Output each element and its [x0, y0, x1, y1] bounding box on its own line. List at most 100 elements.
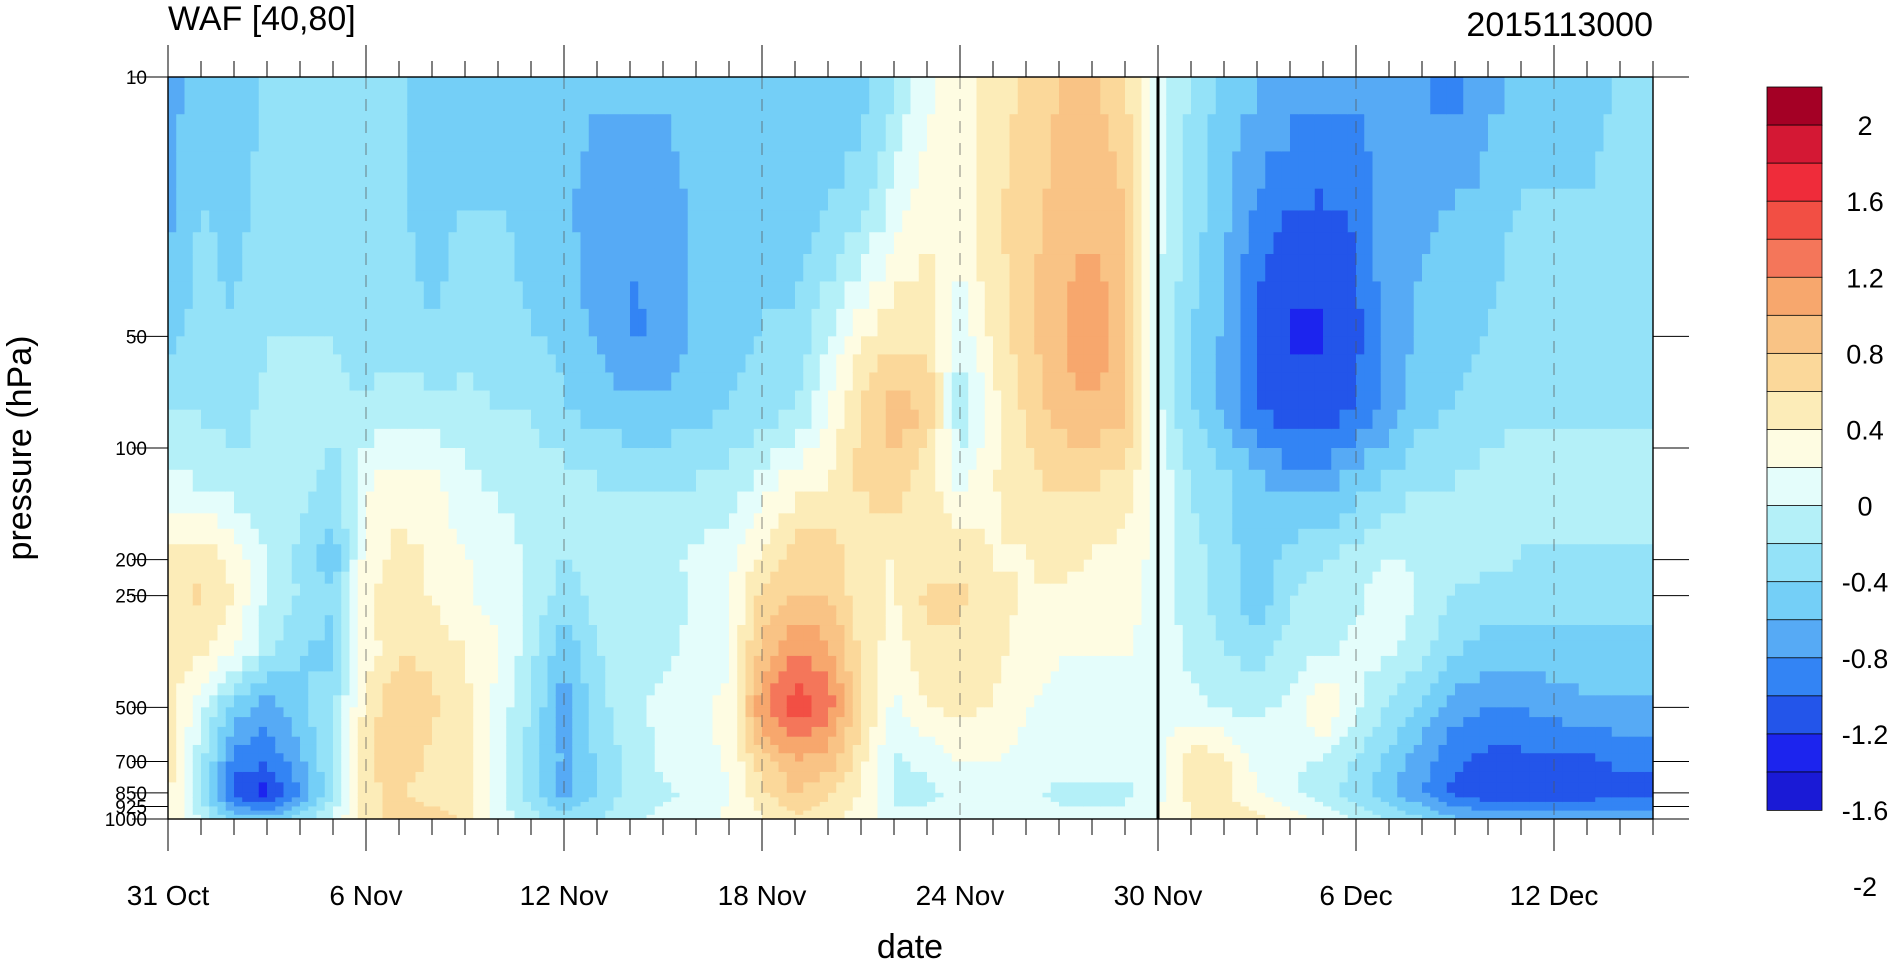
heatmap-cell — [390, 409, 400, 430]
heatmap-cell — [506, 469, 516, 493]
heatmap-cell — [390, 792, 400, 798]
heatmap-cell — [432, 595, 441, 607]
heatmap-cell — [308, 583, 318, 597]
heatmap-cell — [844, 695, 854, 708]
heatmap-cell — [984, 513, 994, 530]
heatmap-cell — [745, 640, 755, 657]
heatmap-cell — [234, 583, 243, 597]
heatmap-cell — [811, 717, 821, 728]
heatmap-cell — [531, 232, 540, 255]
heatmap-cell — [770, 354, 780, 374]
heatmap-cell — [366, 753, 375, 763]
heatmap-cell — [423, 372, 433, 392]
heatmap-cell — [720, 308, 730, 337]
heatmap-cell — [696, 254, 705, 283]
heatmap-cell — [357, 513, 367, 530]
heatmap-cell — [168, 640, 177, 657]
heatmap-cell — [308, 469, 318, 493]
heatmap-cell — [704, 428, 714, 449]
heatmap-cell — [423, 605, 433, 616]
heatmap-cell — [390, 469, 400, 493]
heatmap-cell — [432, 544, 441, 561]
heatmap-cell — [390, 726, 400, 738]
heatmap-cell — [225, 782, 235, 794]
heatmap-cell — [852, 77, 862, 115]
heatmap-cell — [407, 810, 417, 816]
heatmap-cell — [663, 571, 672, 585]
heatmap-cell — [531, 615, 540, 626]
heatmap-cell — [390, 695, 400, 708]
heatmap-cell — [885, 559, 895, 573]
heatmap-cell — [250, 797, 260, 803]
heatmap-cell — [547, 744, 557, 754]
heatmap-cell — [869, 254, 879, 283]
heatmap-cell — [192, 726, 202, 738]
heatmap-cell — [209, 625, 219, 642]
heatmap-cell — [861, 736, 870, 746]
heatmap-cell — [432, 640, 441, 657]
heatmap-cell — [399, 707, 408, 718]
heatmap-cell — [1017, 114, 1027, 153]
heatmap-cell — [473, 544, 483, 561]
heatmap-cell — [440, 308, 450, 337]
heatmap-cell — [646, 528, 656, 545]
heatmap-cell — [605, 695, 615, 708]
heatmap-cell — [192, 336, 202, 355]
heatmap-cell — [852, 513, 862, 530]
heatmap-cell — [564, 583, 573, 597]
heatmap-cell — [671, 814, 681, 819]
heatmap-cell — [201, 707, 210, 718]
heatmap-cell — [968, 605, 978, 616]
heatmap-cell — [275, 232, 285, 255]
heatmap-cell — [993, 583, 1002, 597]
heatmap-cell — [828, 695, 837, 708]
heatmap-cell — [943, 810, 953, 816]
heatmap-cell — [432, 655, 441, 672]
heatmap-cell — [1009, 571, 1019, 585]
heatmap-cell — [786, 372, 796, 392]
heatmap-cell — [984, 655, 994, 672]
heatmap-cell — [522, 671, 532, 684]
heatmap-cell — [283, 640, 293, 657]
heatmap-cell — [192, 595, 202, 607]
heatmap-cell — [382, 210, 392, 233]
heatmap-cell — [918, 571, 928, 585]
heatmap-cell — [374, 615, 384, 626]
heatmap-cell — [877, 232, 887, 255]
heatmap-cell — [324, 354, 334, 374]
heatmap-cell — [778, 806, 788, 812]
heatmap-cell — [770, 428, 780, 449]
heatmap-cell — [654, 771, 664, 783]
heatmap-cell — [795, 595, 804, 607]
heatmap-cell — [778, 655, 788, 672]
heatmap-cell — [564, 210, 573, 233]
heatmap-cell — [885, 281, 895, 310]
heatmap-cell — [531, 583, 540, 597]
heatmap-cell — [291, 188, 301, 212]
heatmap-cell — [308, 354, 318, 374]
heatmap-cell — [877, 761, 887, 773]
heatmap-cell — [1017, 469, 1027, 493]
heatmap-cell — [679, 605, 689, 616]
heatmap-cell — [341, 671, 351, 684]
heatmap-cell — [242, 797, 252, 803]
heatmap-cell — [217, 726, 227, 738]
heatmap-cell — [968, 151, 978, 190]
heatmap-cell — [951, 782, 961, 794]
heatmap-cell — [423, 744, 433, 754]
heatmap-cell — [258, 814, 268, 819]
heatmap-cell — [291, 806, 301, 812]
heatmap-cell — [902, 188, 912, 212]
heatmap-cell — [729, 571, 738, 585]
heatmap-cell — [225, 801, 235, 808]
heatmap-cell — [828, 210, 837, 233]
heatmap-cell — [811, 336, 821, 355]
heatmap-cell — [935, 640, 945, 657]
heatmap-cell — [522, 491, 532, 514]
heatmap-cell — [283, 595, 293, 607]
heatmap-cell — [943, 254, 953, 283]
heatmap-cell — [217, 771, 227, 783]
heatmap-cell — [852, 232, 862, 255]
heatmap-cell — [209, 354, 219, 374]
heatmap-cell — [968, 655, 978, 672]
